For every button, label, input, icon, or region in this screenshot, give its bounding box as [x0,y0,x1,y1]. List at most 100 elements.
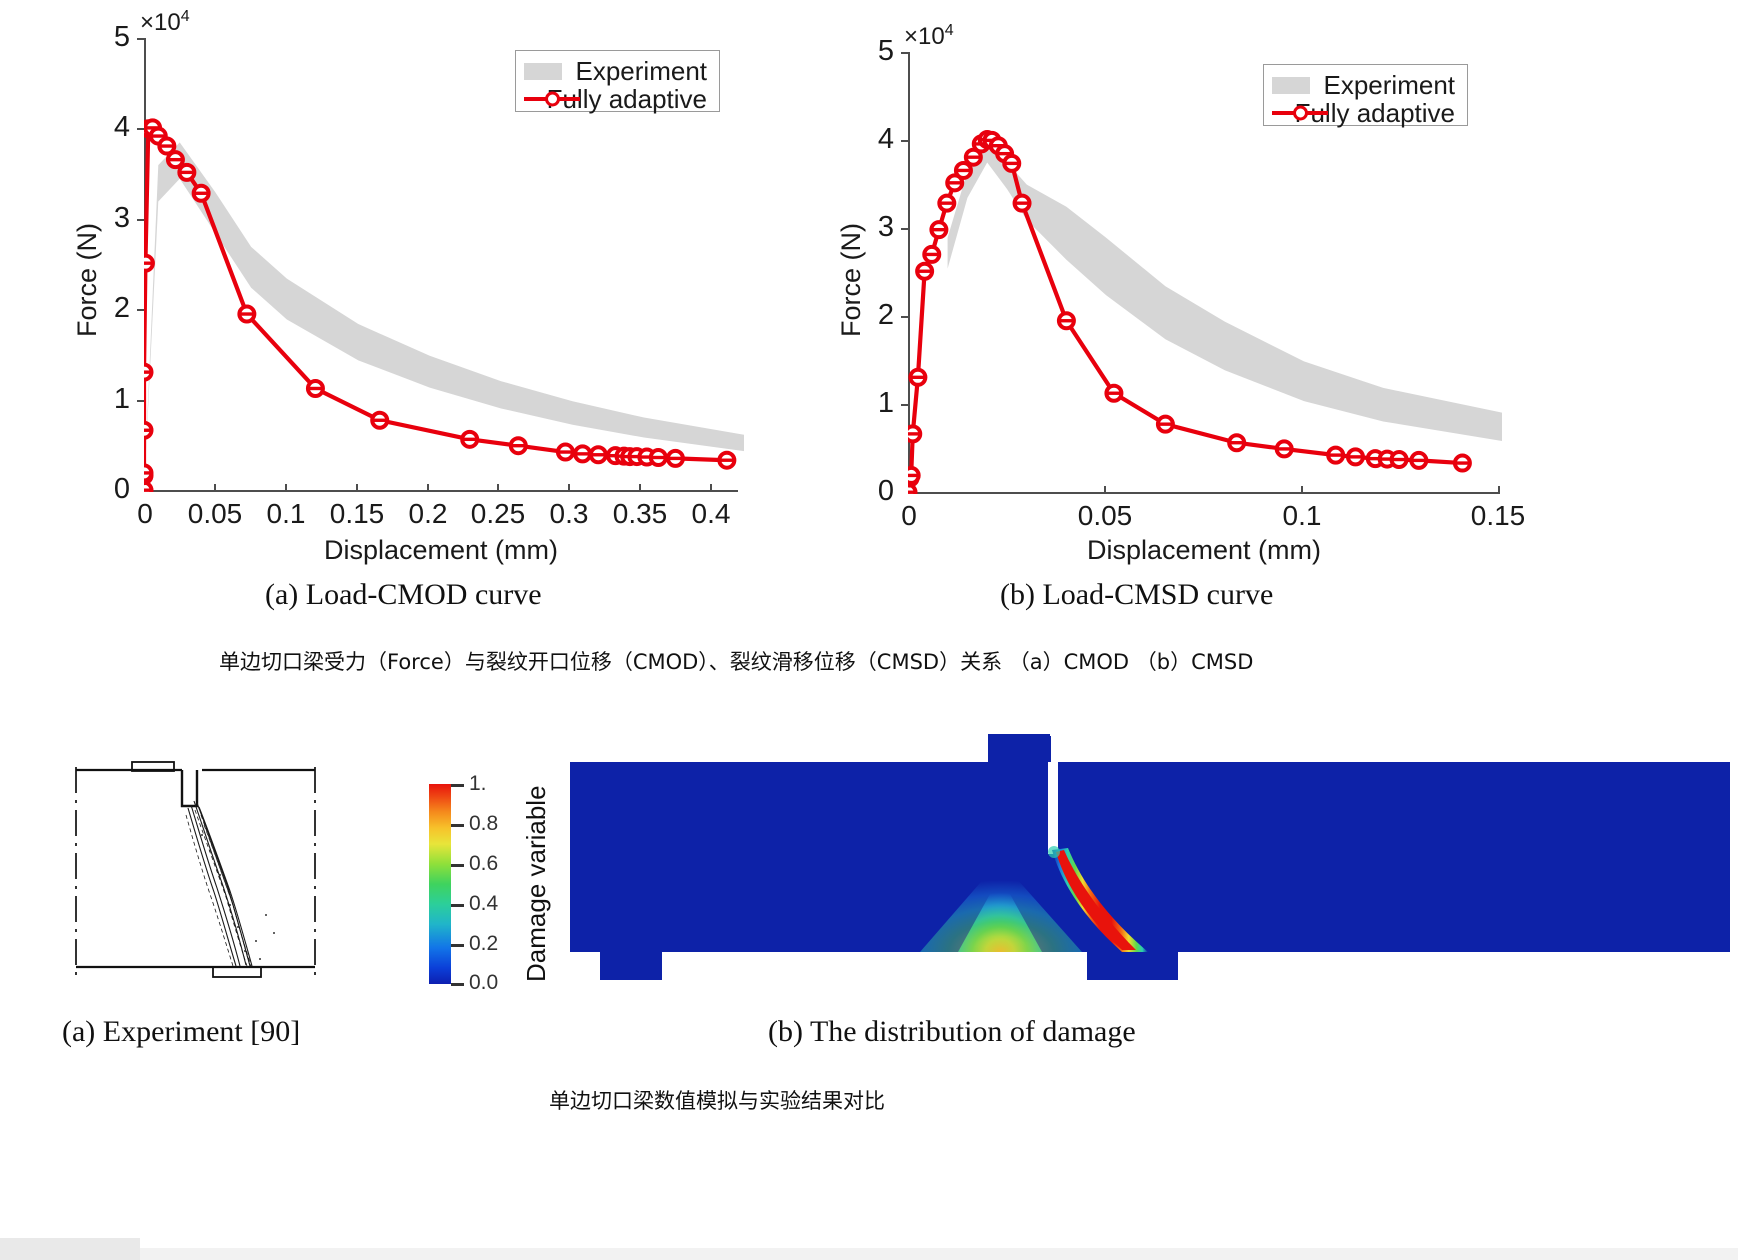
legend-item-fully-adaptive-a: Fully adaptive [524,84,707,114]
colorbar-gradient [429,784,451,984]
x-tick-label-a-4: 0.2 [408,498,448,529]
colorbar-tick-08 [451,824,464,827]
right-support [1087,952,1149,980]
legend-label-experiment-b: Experiment [1323,69,1456,100]
x-tick-a-5 [497,484,499,492]
y-tick-b-4 [901,140,909,142]
y-axis-line-b [908,52,910,492]
y-tick-label-b-4: 4 [877,123,894,155]
beam-main [570,762,1730,952]
subcaption-experiment: (a) Experiment [90] [62,1015,301,1048]
y-tick-a-5 [137,38,145,40]
y-tick-label-a-3: 3 [113,202,130,234]
y-tick-label-a-5: 5 [113,21,130,53]
figure-top-caption: 单边切口梁受力（Force）与裂纹开口位移（CMOD）、裂纹滑移位移（CMSD）… [219,650,1254,674]
y-axis-exponent-a: ×104 [140,8,190,36]
experiment-band [144,142,744,492]
colorbar-label-02: 0.2 [469,932,499,955]
x-tick-label-a-5: 0.25 [470,498,526,529]
y-tick-label-a-1: 1 [113,383,130,415]
legend-label-experiment-a: Experiment [575,55,708,86]
x-tick-label-b-1: 0.05 [1077,500,1133,531]
plot-area-b [908,130,1502,494]
legend-a: Experiment Fully adaptive [515,50,720,114]
legend-swatch-line-marker-icon [1272,105,1281,122]
x-tick-label-a-6: 0.3 [549,498,589,529]
colorbar-axis-title: Damage variable [521,785,551,982]
x-tick-label-a-3: 0.15 [329,498,385,529]
colorbar-label-00: 0.0 [469,971,499,994]
x-tick-label-b-0: 0 [901,500,917,531]
x-axis-title-b: Displacement (mm) [1086,535,1322,565]
y-tick-label-b-2: 2 [877,299,894,331]
x-tick-label-a-8: 0.4 [691,498,731,529]
subcaption-load-cmod: (a) Load-CMOD curve [265,578,542,611]
x-tick-label-a-7: 0.35 [612,498,668,529]
damage-colorbar: 1. 0.8 0.6 0.4 0.2 0.0 Damage variable [425,750,551,995]
colorbar-tick-06 [451,864,464,867]
experiment-band [947,144,1502,441]
y-tick-a-1 [137,400,145,402]
x-tick-a-1 [214,484,216,492]
y-tick-a-2 [137,309,145,311]
y-tick-label-b-1: 1 [877,387,894,419]
x-axis-title-a: Displacement (mm) [323,535,559,565]
x-tick-b-2 [1301,486,1303,494]
subcaption-damage-distribution: (b) The distribution of damage [768,1015,1136,1048]
x-tick-a-8 [710,484,712,492]
colorbar-label-06: 0.6 [469,852,499,875]
y-tick-label-a-4: 4 [113,111,130,143]
x-tick-label-b-2: 0.1 [1282,500,1322,531]
y-tick-b-1 [901,404,909,406]
chart-load-cmod: ×104 5 4 3 2 1 0 Force (N) 0 0.05 0.1 0.… [0,0,800,620]
y-tick-b-5 [901,52,909,54]
colorbar-label-04: 0.4 [469,892,499,915]
colorbar-tick-1 [451,784,464,787]
legend-swatch-line-marker-icon [524,91,533,108]
y-tick-label-a-0: 0 [113,473,130,505]
y-axis-exponent-b: ×104 [904,22,954,50]
left-support [600,952,662,980]
x-tick-a-3 [356,484,358,492]
y-tick-a-3 [137,219,145,221]
legend-item-experiment-a: Experiment [524,55,708,86]
plot-area-a [144,118,744,492]
crack-tip-highlight [1048,846,1060,858]
y-tick-a-4 [137,128,145,130]
crack-damage-core [1056,850,1136,950]
experiment-sketch [70,755,330,985]
damage-distribution-plot [570,730,1738,995]
x-axis-line-b [908,492,1500,494]
page-edge-strip [0,1248,1738,1260]
x-axis-line-a [144,490,738,492]
figure-bottom-caption: 单边切口梁数值模拟与实验结果对比 [549,1089,885,1113]
load-plate [988,734,1050,764]
y-tick-label-b-5: 5 [877,35,894,67]
x-tick-label-a-2: 0.1 [266,498,306,529]
y-axis-title-a: Force (N) [72,223,102,337]
page-edge-block [0,1238,140,1260]
diffuse-damage-halo [920,860,1082,952]
colorbar-label-1: 1. [469,772,487,795]
x-tick-label-b-3: 0.15 [1470,500,1526,531]
x-tick-b-3 [1498,486,1500,494]
y-tick-b-3 [901,228,909,230]
subcaption-load-cmsd: (b) Load-CMSD curve [1000,578,1274,611]
legend-swatch-band-icon [1272,76,1310,94]
notch-slit [1048,762,1058,854]
y-axis-title-b: Force (N) [836,223,866,337]
x-tick-a-2 [285,484,287,492]
colorbar-tick-00 [451,983,464,986]
experiment-sketch-svg [75,761,316,980]
x-tick-a-4 [427,484,429,492]
colorbar-tick-02 [451,944,464,947]
damage-distribution-svg [570,734,1738,980]
y-tick-b-2 [901,316,909,318]
legend-item-experiment-b: Experiment [1272,69,1456,100]
x-tick-a-7 [639,484,641,492]
x-tick-label-a-1: 0.05 [187,498,243,529]
colorbar-label-08: 0.8 [469,812,499,835]
x-tick-label-a-0: 0 [137,498,153,529]
legend-swatch-band-icon [524,62,562,80]
x-tick-b-1 [1104,486,1106,494]
